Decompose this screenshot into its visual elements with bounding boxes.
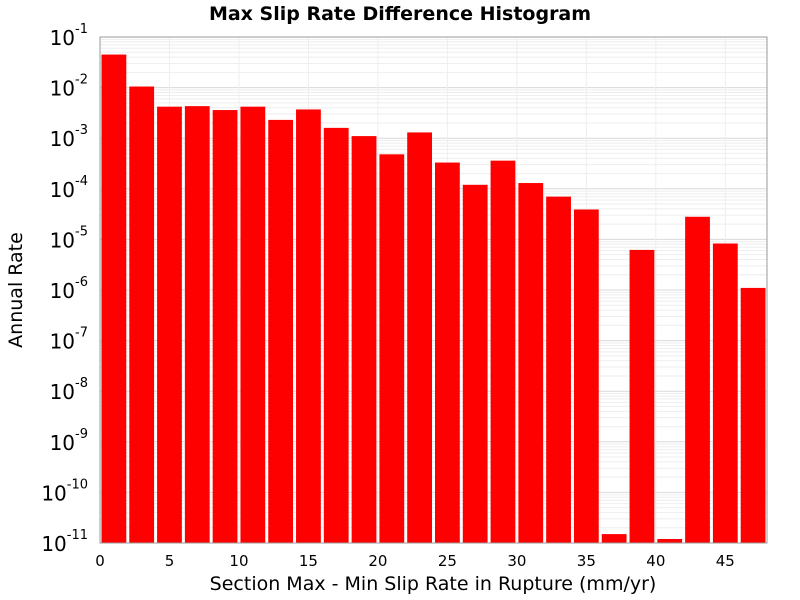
y-tick-label: 10-11 <box>41 528 88 556</box>
y-tick-label: 10-6 <box>50 275 88 303</box>
y-tick-label: 10-7 <box>50 326 88 354</box>
y-tick-label: 10-9 <box>50 427 88 455</box>
bars <box>101 54 766 544</box>
bar <box>740 287 766 543</box>
x-tick-label: 10 <box>229 552 248 570</box>
x-tick-label: 25 <box>438 552 457 570</box>
bar <box>184 106 210 544</box>
bar <box>296 109 321 544</box>
bar <box>629 249 655 544</box>
plot-border <box>99 36 768 544</box>
bar <box>490 160 516 543</box>
bar <box>379 154 405 543</box>
bar <box>601 534 627 543</box>
x-tick-label: 20 <box>368 552 387 570</box>
y-axis-label: Annual Rate <box>5 232 27 348</box>
bar <box>268 119 294 543</box>
bar <box>435 162 460 543</box>
bar <box>407 132 432 544</box>
bar <box>518 183 544 543</box>
bar <box>212 110 238 544</box>
bar <box>157 106 182 544</box>
chart-title: Max Slip Rate Difference Histogram <box>209 3 591 25</box>
y-tick-label: 10-5 <box>50 224 88 252</box>
bar <box>101 54 127 543</box>
bar <box>129 86 155 543</box>
x-tick-label: 15 <box>299 552 318 570</box>
bar <box>546 196 571 543</box>
bar <box>712 243 738 544</box>
x-tick-label: 0 <box>95 552 105 570</box>
bar <box>573 209 599 543</box>
x-axis-label: Section Max - Min Slip Rate in Rupture (… <box>210 573 657 595</box>
y-tick-label: 10-8 <box>50 376 88 404</box>
x-tick-label: 45 <box>716 552 735 570</box>
x-axis-ticks: 0 5 10 15 20 25 30 35 40 45 <box>95 552 735 570</box>
bar <box>351 136 377 543</box>
y-axis-ticks: 10-1 10-2 10-3 10-4 10-5 10-6 10-7 10-8 10-9 10-1… <box>41 22 88 556</box>
bar <box>323 127 349 544</box>
bar <box>685 216 710 543</box>
bar <box>462 184 488 543</box>
x-tick-label: 40 <box>646 552 665 570</box>
x-tick-label: 35 <box>577 552 596 570</box>
x-tick-label: 30 <box>507 552 526 570</box>
y-tick-label: 10-1 <box>50 22 88 50</box>
y-tick-label: 10-10 <box>41 477 88 505</box>
y-tick-label: 10-2 <box>50 73 88 101</box>
y-tick-label: 10-4 <box>50 174 88 202</box>
bar <box>240 106 266 544</box>
grid-lines <box>99 37 767 544</box>
y-tick-label: 10-3 <box>50 123 88 151</box>
x-tick-label: 5 <box>165 552 175 570</box>
bar <box>657 538 683 543</box>
